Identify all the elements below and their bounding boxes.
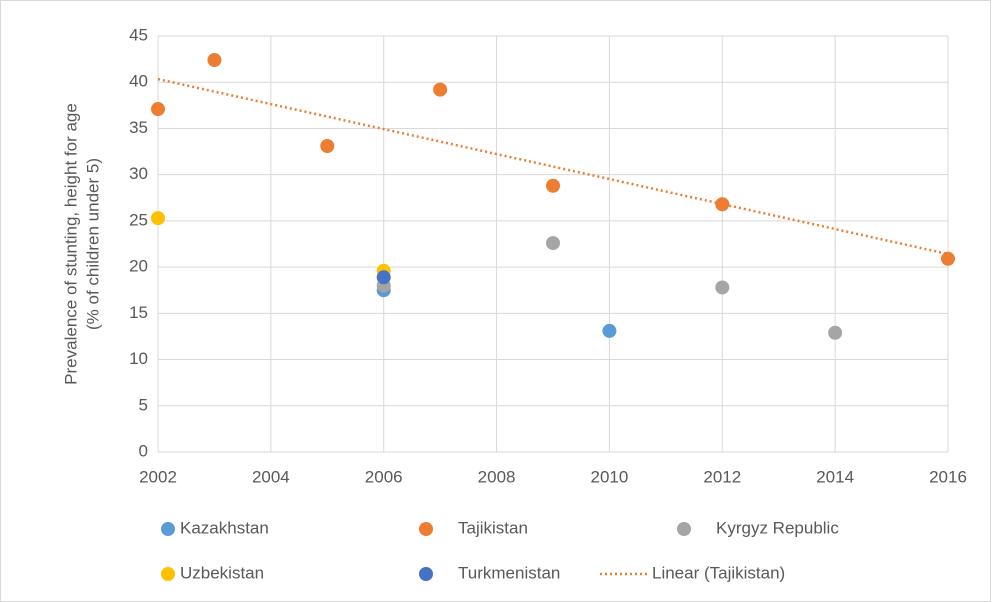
x-tick-label: 2012: [703, 467, 741, 486]
legend-label: Linear (Tajikistan): [652, 563, 785, 582]
y-tick-label: 20: [129, 257, 148, 276]
data-point: [941, 251, 955, 266]
x-tick-label: 2008: [478, 467, 516, 486]
legend-marker: [161, 522, 175, 536]
data-point: [715, 280, 730, 295]
y-tick-label: 5: [139, 395, 148, 414]
legend-marker: [419, 567, 433, 581]
legend-label: Kyrgyz Republic: [716, 518, 839, 537]
legend-marker: [419, 522, 433, 536]
data-point: [715, 197, 730, 212]
y-tick-label: 15: [129, 303, 148, 322]
legend-marker: [677, 522, 691, 536]
data-point: [151, 211, 165, 226]
data-point: [828, 325, 843, 340]
data-point: [546, 178, 560, 193]
y-tick-label: 40: [129, 72, 148, 91]
y-tick-label: 30: [129, 164, 148, 183]
data-point: [320, 139, 335, 154]
x-tick-label: 2016: [929, 467, 967, 486]
y-tick-label: 25: [129, 210, 148, 229]
data-point: [546, 236, 560, 251]
data-point: [376, 270, 391, 285]
data-point: [151, 102, 165, 117]
y-tick-label: 0: [139, 441, 148, 460]
data-point: [602, 323, 617, 338]
data-point: [433, 82, 448, 97]
y-tick-label: 35: [129, 118, 148, 137]
y-tick-label: 45: [129, 25, 148, 44]
data-point: [207, 53, 222, 68]
y-tick-label: 10: [129, 349, 148, 368]
legend-marker: [161, 567, 175, 581]
x-tick-label: 2006: [365, 467, 403, 486]
x-tick-label: 2010: [591, 467, 629, 486]
y-axis-label: (% of children under 5): [83, 158, 102, 330]
legend-label: Turkmenistan: [458, 563, 560, 582]
legend-label: Kazakhstan: [180, 518, 269, 537]
x-tick-label: 2014: [816, 467, 854, 486]
legend-label: Tajikistan: [458, 518, 528, 537]
x-tick-label: 2002: [139, 467, 177, 486]
legend-label: Uzbekistan: [180, 563, 264, 582]
x-tick-label: 2004: [252, 467, 290, 486]
y-axis-label: Prevalence of stunting, height for age: [61, 103, 80, 385]
